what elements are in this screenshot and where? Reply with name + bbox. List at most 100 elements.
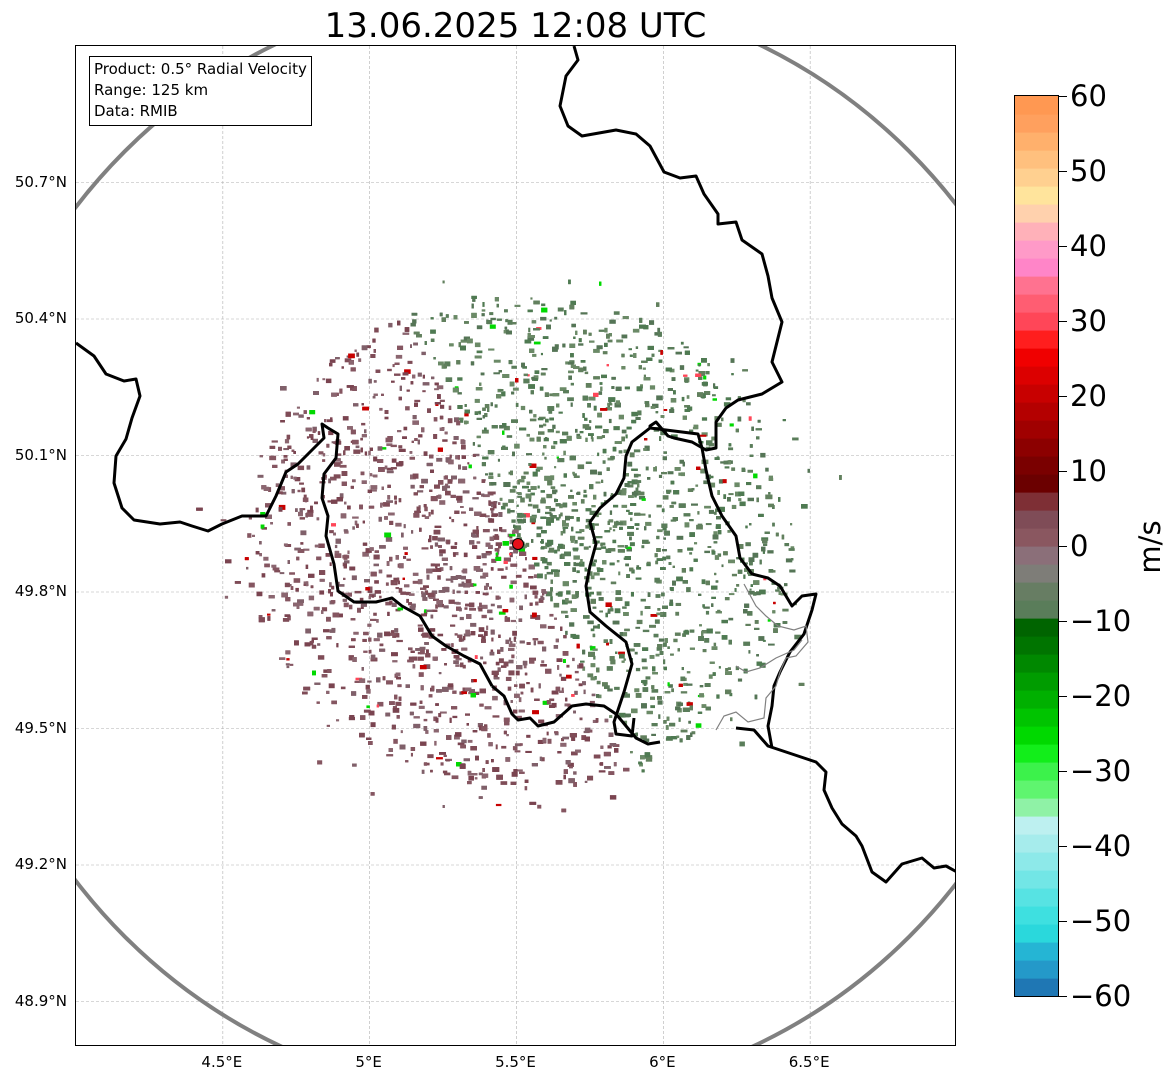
echo-pixel [669,409,675,413]
echo-pixel [633,643,641,647]
echo-pixel [634,688,640,693]
echo-pixel [472,299,476,302]
echo-pixel [564,551,571,557]
echo-pixel [522,485,529,489]
echo-pixel [445,377,453,382]
echo-pixel [573,782,577,787]
echo-pixel [567,397,574,402]
echo-pixel [460,506,464,508]
echo-pixel [596,667,600,673]
echo-pixel [590,575,595,580]
echo-pixel [707,546,712,548]
echo-pixel [698,364,701,367]
echo-pixel [625,563,629,567]
echo-pixel [260,524,265,529]
echo-pixel [527,374,530,377]
echo-pixel [630,517,633,522]
echo-pixel [562,736,569,740]
echo-pixel [527,309,533,313]
echo-pixel [559,690,564,693]
echo-pixel [554,549,558,554]
echo-pixel [569,622,575,627]
echo-pixel [477,723,483,728]
echo-pixel [541,530,547,534]
echo-pixel [427,408,431,413]
echo-pixel [515,574,522,578]
echo-pixel [481,785,487,790]
echo-pixel [513,769,518,774]
echo-pixel [478,410,481,415]
echo-pixel [573,771,577,775]
echo-pixel [705,523,712,526]
echo-pixel [641,703,647,709]
echo-pixel [344,446,350,451]
echo-pixel [679,365,685,370]
echo-pixel [526,682,530,685]
echo-pixel [485,583,489,587]
echo-pixel [511,419,518,423]
echo-pixel [485,760,489,764]
echo-pixel [505,676,512,681]
echo-pixel [476,417,482,420]
echo-pixel [519,683,525,689]
echo-pixel [571,694,575,697]
echo-pixel [316,377,319,382]
echo-pixel [551,690,559,695]
echo-pixel [391,458,397,463]
echo-pixel [421,592,426,598]
echo-pixel [621,660,625,663]
echo-pixel [463,633,471,637]
echo-pixel [568,495,574,499]
echo-pixel [606,666,613,671]
echo-pixel [424,590,428,595]
echo-pixel [657,644,663,648]
echo-pixel [516,504,519,507]
echo-pixel [404,327,410,332]
echo-pixel [572,547,579,551]
echo-pixel [542,336,549,339]
echo-pixel [408,602,412,606]
echo-pixel [535,601,539,606]
echo-pixel [444,475,448,480]
echo-pixel [640,735,647,740]
echo-pixel [655,411,659,414]
echo-pixel [594,547,602,550]
echo-pixel [630,592,634,597]
echo-pixel [298,414,304,418]
echo-pixel [441,317,446,322]
echo-pixel [461,511,466,514]
echo-pixel [343,563,347,569]
echo-pixel [763,543,768,546]
echo-pixel [683,346,689,349]
echo-pixel [682,461,685,467]
echo-pixel [500,529,507,533]
echo-pixel [700,393,706,398]
echo-pixel [643,374,646,377]
echo-pixel [438,672,442,675]
echo-pixel [290,475,293,479]
echo-pixel [749,454,754,457]
echo-pixel [334,462,341,467]
echo-pixel [395,672,401,677]
radar-map[interactable] [75,45,956,1046]
echo-pixel [490,567,494,571]
echo-pixel [329,359,336,363]
echo-pixel [522,366,527,369]
echo-pixel [425,710,433,714]
echo-pixel [463,552,468,558]
echo-pixel [445,759,450,762]
echo-pixel [659,436,662,441]
echo-pixel [485,515,490,518]
echo-pixel [466,723,469,726]
echo-pixel [554,617,557,620]
echo-pixel [438,545,442,548]
echo-pixel [704,550,710,554]
echo-pixel [552,489,558,493]
echo-pixel [391,380,395,383]
echo-pixel [548,409,553,414]
echo-pixel [430,568,437,572]
echo-pixel [456,590,461,594]
echo-pixel [384,516,388,520]
echo-pixel [686,735,691,740]
echo-pixel [542,592,545,596]
